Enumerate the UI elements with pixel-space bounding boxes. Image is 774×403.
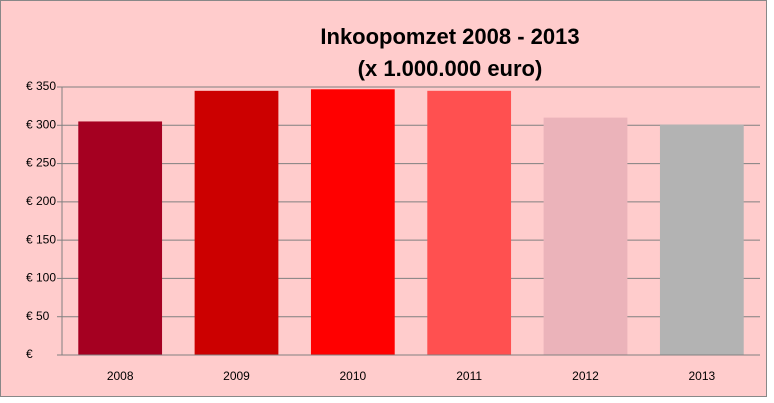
y-tick-label: € 100 [26, 271, 56, 285]
bar [543, 117, 628, 355]
bar [78, 121, 163, 355]
x-tick-label: 2009 [223, 369, 250, 383]
y-tick-label: € 300 [26, 117, 56, 131]
x-tick-label: 2013 [688, 369, 715, 383]
x-tick-label: 2012 [572, 369, 599, 383]
y-tick-label: € 350 [26, 79, 56, 93]
x-tick-label: 2011 [456, 369, 482, 383]
y-tick-label: € 150 [26, 232, 56, 246]
y-tick-label: € [26, 347, 33, 361]
y-tick-label: € 200 [26, 194, 56, 208]
x-tick-label: 2010 [339, 369, 366, 383]
chart-title: Inkoopomzet 2008 - 2013 [320, 24, 579, 49]
bar [194, 90, 279, 355]
y-tick-label: € 250 [26, 156, 56, 170]
bar [659, 124, 744, 356]
bar [310, 89, 395, 355]
y-tick-label: € 50 [26, 309, 50, 323]
chart-subtitle: (x 1.000.000 euro) [358, 56, 543, 81]
bar [427, 90, 512, 355]
x-tick-label: 2008 [107, 369, 134, 383]
